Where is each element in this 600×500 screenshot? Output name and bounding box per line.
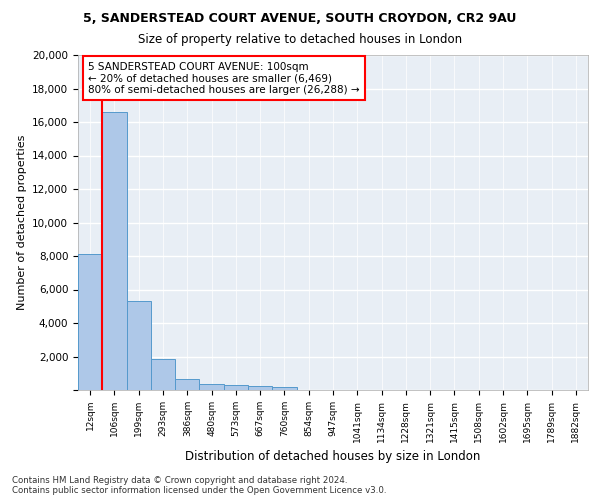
Text: 5 SANDERSTEAD COURT AVENUE: 100sqm
← 20% of detached houses are smaller (6,469)
: 5 SANDERSTEAD COURT AVENUE: 100sqm ← 20%… <box>88 62 360 95</box>
Bar <box>199 384 224 390</box>
X-axis label: Distribution of detached houses by size in London: Distribution of detached houses by size … <box>185 450 481 463</box>
Text: Size of property relative to detached houses in London: Size of property relative to detached ho… <box>138 32 462 46</box>
Bar <box>78 254 102 390</box>
Bar <box>224 386 248 390</box>
Text: 5, SANDERSTEAD COURT AVENUE, SOUTH CROYDON, CR2 9AU: 5, SANDERSTEAD COURT AVENUE, SOUTH CROYD… <box>83 12 517 26</box>
Bar <box>127 301 151 390</box>
Bar <box>102 112 127 390</box>
Bar <box>272 386 296 390</box>
Text: Contains HM Land Registry data © Crown copyright and database right 2024.
Contai: Contains HM Land Registry data © Crown c… <box>12 476 386 495</box>
Bar <box>175 378 199 390</box>
Y-axis label: Number of detached properties: Number of detached properties <box>17 135 26 310</box>
Bar <box>248 386 272 390</box>
Bar <box>151 359 175 390</box>
